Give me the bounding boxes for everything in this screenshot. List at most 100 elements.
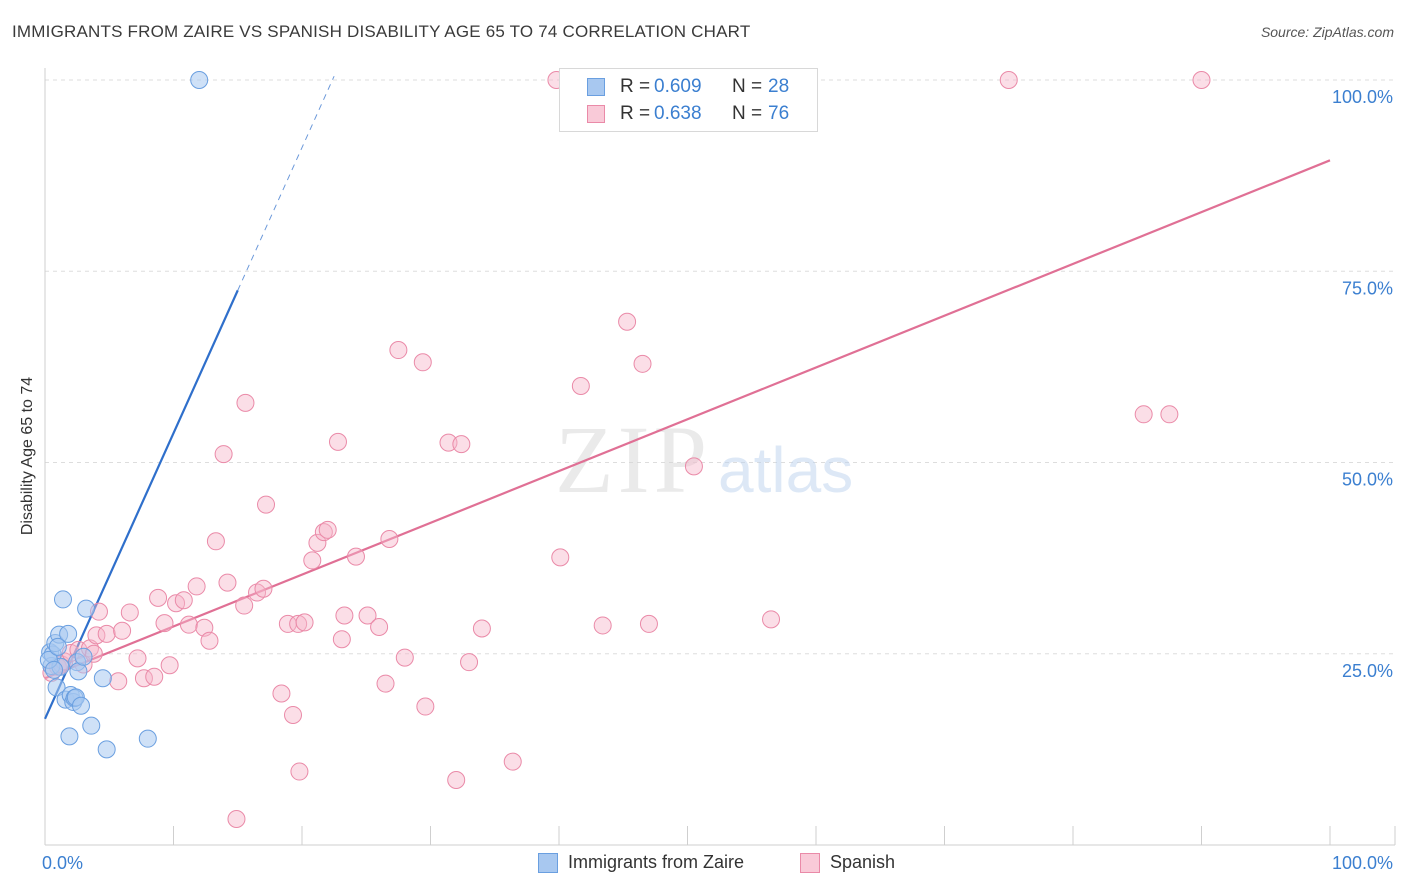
legend-swatch-blue [538, 853, 558, 874]
legend-n-value: 76 [768, 103, 790, 124]
point-spanish [452, 435, 471, 454]
y-axis-label: Disability Age 65 to 74 [19, 376, 36, 536]
watermark-atlas: atlas [718, 434, 853, 506]
point-spanish [639, 614, 658, 633]
point-spanish [999, 71, 1018, 89]
point-spanish [551, 548, 570, 567]
point-spanish [1160, 405, 1179, 424]
point-spanish [439, 433, 458, 452]
point-spanish [235, 596, 254, 615]
point-spanish [416, 697, 435, 716]
point-spanish [214, 445, 233, 464]
legend-swatch-pink [587, 105, 605, 123]
y-tick-label: 25.0% [1342, 661, 1393, 681]
legend-swatch-pink [800, 853, 820, 874]
grid-lines [45, 79, 1395, 655]
legend-swatch-blue [587, 78, 605, 96]
point-zaire [53, 590, 72, 609]
point-spanish [503, 752, 522, 771]
point-spanish [284, 705, 303, 724]
series-legend: Immigrants from Zaire Spanish [0, 852, 1406, 878]
point-spanish [128, 649, 147, 668]
trend-lines [43, 75, 1331, 720]
point-spanish [145, 667, 164, 686]
point-spanish [179, 615, 198, 634]
legend-r-value: 0.638 [654, 103, 702, 124]
legend-r-label: R = [620, 76, 651, 97]
point-spanish [332, 630, 351, 649]
source-label: Source: ZipAtlas.com [1260, 24, 1394, 40]
legend-item-zaire[interactable]: Immigrants from Zaire [538, 852, 745, 874]
point-spanish [200, 631, 219, 650]
point-spanish [295, 613, 314, 632]
point-spanish [447, 770, 466, 789]
point-zaire [97, 740, 116, 759]
point-spanish [254, 579, 273, 598]
point-zaire [77, 599, 96, 618]
point-spanish [318, 520, 337, 539]
point-spanish [187, 577, 206, 596]
point-spanish [593, 616, 612, 635]
point-zaire [60, 727, 79, 746]
point-spanish [149, 588, 168, 607]
point-spanish [120, 603, 139, 622]
point-spanish [227, 809, 246, 828]
legend-n-value: 28 [768, 76, 790, 97]
point-zaire [48, 637, 67, 656]
point-spanish [376, 674, 395, 693]
point-spanish [218, 573, 237, 592]
point-spanish [1134, 405, 1153, 424]
correlation-legend: R = 0.609 N = 28 R = 0.638 N = 76 [559, 68, 818, 132]
point-zaire [138, 729, 157, 748]
point-spanish [346, 547, 365, 566]
point-spanish [389, 341, 408, 360]
point-spanish [257, 495, 276, 514]
point-spanish [289, 614, 308, 633]
point-spanish [303, 551, 322, 570]
point-spanish [395, 648, 414, 667]
point-spanish [571, 377, 590, 395]
legend-r-label: R = [620, 103, 651, 124]
legend-r-value: 0.609 [654, 76, 702, 97]
point-spanish [358, 606, 377, 625]
x-tick-label: 0.0% [42, 853, 83, 873]
axes [44, 68, 1396, 846]
point-zaire [74, 647, 93, 666]
point-spanish [109, 672, 128, 691]
point-zaire [47, 678, 66, 697]
trend-line-spanish [44, 159, 1331, 680]
point-spanish [380, 530, 399, 548]
point-spanish [236, 393, 255, 412]
legend-n-label: N = [732, 103, 763, 124]
tick-labels: 25.0% 50.0% 75.0% 100.0% 0.0% 100.0% [42, 87, 1393, 873]
legend-label-zaire: Immigrants from Zaire [568, 852, 745, 872]
point-zaire [82, 716, 101, 735]
point-spanish [618, 312, 637, 331]
data-points [39, 71, 1211, 828]
point-zaire [59, 624, 78, 643]
point-spanish [370, 617, 389, 636]
point-spanish [1192, 71, 1211, 89]
point-spanish [472, 619, 491, 638]
legend-row-spanish: R = 0.638 N = 76 [560, 101, 817, 127]
point-spanish [762, 610, 781, 629]
point-spanish [155, 614, 174, 633]
x-tick-label: 100.0% [1332, 853, 1393, 873]
legend-n-label: N = [732, 76, 763, 97]
point-spanish [335, 606, 354, 625]
point-spanish [290, 762, 309, 781]
trend-line-zaire-extension [237, 75, 335, 291]
chart-title: IMMIGRANTS FROM ZAIRE VS SPANISH DISABIL… [12, 22, 751, 41]
point-zaire [44, 660, 63, 679]
point-spanish [113, 621, 132, 640]
legend-item-spanish[interactable]: Spanish [800, 852, 896, 874]
legend-label-spanish: Spanish [830, 852, 896, 872]
point-zaire [190, 71, 209, 89]
point-zaire [71, 696, 90, 715]
point-spanish [160, 656, 179, 675]
legend-row-zaire: R = 0.609 N = 28 [560, 74, 817, 100]
watermark: ZIP atlas [555, 406, 853, 513]
point-spanish [272, 684, 291, 703]
point-spanish [328, 432, 347, 451]
